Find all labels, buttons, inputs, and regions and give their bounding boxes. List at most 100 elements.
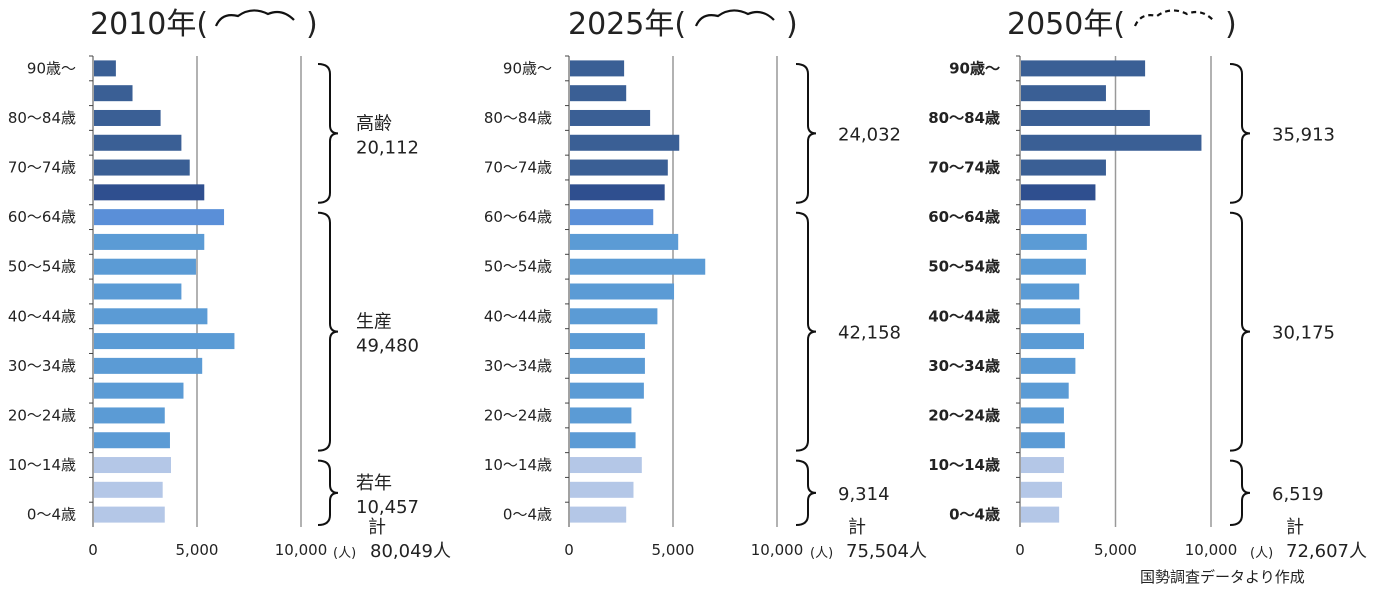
total-label: 計: [368, 517, 386, 538]
group-brace: [1229, 63, 1251, 204]
bar-0: [1021, 60, 1146, 77]
unit-label: (人): [810, 546, 833, 561]
x-tick-label: 0: [88, 541, 98, 559]
bar-8: [94, 258, 196, 275]
y-tick-label: 30～34歳: [8, 357, 76, 375]
y-tick-label: 20～24歳: [8, 406, 76, 424]
bar-8: [1021, 258, 1086, 275]
bar-6: [94, 209, 225, 226]
chart-title-close: ): [1225, 7, 1237, 42]
bar-15: [570, 432, 636, 449]
chart-title-close: ): [306, 7, 318, 42]
y-tick-label: 80～84歳: [484, 109, 552, 127]
y-tick-label: 20～24歳: [928, 406, 1000, 424]
y-tick-label: 80～84歳: [928, 109, 1000, 127]
group-name: 高齢: [356, 113, 392, 134]
bar-1: [1021, 85, 1106, 102]
bar-1: [94, 85, 133, 102]
group-brace: [795, 63, 817, 204]
bar-18: [94, 506, 165, 523]
bar-10: [570, 308, 658, 325]
bar-5: [570, 184, 665, 201]
bar-0: [94, 60, 116, 77]
group-name: 若年: [356, 473, 392, 494]
total-value: 80,049人: [370, 541, 451, 562]
group-brace: [795, 459, 817, 526]
bar-9: [94, 283, 182, 300]
bar-2: [94, 109, 161, 126]
chart-panel-1: 2025年() 0 5,000 10,000 90歳～ 80～84歳 70～74歳 60～64…: [484, 7, 927, 562]
y-tick-label: 40～44歳: [8, 307, 76, 325]
bar-11: [570, 333, 645, 350]
bar-7: [94, 233, 205, 250]
x-tick-label: 0: [1015, 541, 1025, 559]
y-tick-label: 30～34歳: [928, 357, 1000, 375]
bar-4: [94, 159, 190, 176]
y-tick-label: 10～14歳: [8, 456, 76, 474]
bar-12: [570, 357, 645, 374]
cloud-icon: [1133, 9, 1214, 27]
total-label: 計: [848, 517, 866, 538]
x-tick-label: 10,000: [1185, 541, 1238, 559]
group-value: 42,158: [838, 323, 901, 344]
cloud-icon: [214, 9, 295, 27]
bar-4: [570, 159, 668, 176]
y-tick-label: 90歳～: [949, 59, 1000, 77]
group-name: 生産: [356, 312, 392, 333]
bar-15: [94, 432, 170, 449]
bar-13: [94, 382, 184, 399]
y-tick-label: 90歳～: [27, 59, 76, 77]
bar-17: [94, 481, 163, 498]
bar-6: [570, 209, 654, 226]
bar-1: [570, 85, 627, 102]
y-tick-label: 10～14歳: [484, 456, 552, 474]
total-label: 計: [1286, 517, 1304, 538]
bar-11: [1021, 333, 1084, 350]
bar-3: [570, 134, 680, 151]
bar-13: [1021, 382, 1069, 399]
bar-14: [94, 407, 165, 424]
bar-10: [1021, 308, 1081, 325]
bar-17: [570, 481, 634, 498]
group-brace: [1229, 211, 1251, 452]
unit-label: (人): [1250, 546, 1273, 561]
bar-2: [1021, 109, 1150, 126]
source-note: 国勢調査データより作成: [1140, 568, 1305, 586]
bar-18: [570, 506, 627, 523]
y-tick-label: 60～64歳: [484, 208, 552, 226]
y-tick-label: 0～4歳: [503, 506, 552, 524]
chart-title-year: 2010年(: [90, 7, 208, 42]
x-tick-label: 0: [564, 541, 574, 559]
group-value: 20,112: [356, 137, 419, 158]
bar-12: [1021, 357, 1076, 374]
chart-panel-0: 2010年() 0 5,000 10,000 90歳～ 80～84歳 70～74歳 60～64…: [8, 7, 451, 562]
bar-14: [1021, 407, 1064, 424]
bar-3: [1021, 134, 1202, 151]
bar-6: [1021, 209, 1086, 226]
group-value: 10,457: [356, 497, 419, 518]
group-value: 35,913: [1272, 124, 1335, 145]
group-brace: [317, 459, 339, 526]
bar-2: [570, 109, 651, 126]
bar-18: [1021, 506, 1060, 523]
group-value: 24,032: [838, 124, 901, 145]
bar-8: [570, 258, 706, 275]
group-brace: [1229, 459, 1251, 526]
bar-3: [94, 134, 182, 151]
y-tick-label: 70～74歳: [484, 159, 552, 177]
y-tick-label: 40～44歳: [928, 307, 1000, 325]
chart-title-year: 2050年(: [1007, 7, 1125, 42]
y-tick-label: 40～44歳: [484, 307, 552, 325]
chart-title-close: ): [786, 7, 798, 42]
bar-15: [1021, 432, 1065, 449]
y-tick-label: 10～14歳: [928, 456, 1000, 474]
bar-5: [94, 184, 205, 201]
x-tick-label: 5,000: [176, 541, 219, 559]
bar-10: [94, 308, 208, 325]
bar-16: [570, 457, 642, 474]
y-tick-label: 30～34歳: [484, 357, 552, 375]
bar-16: [94, 457, 171, 474]
bar-17: [1021, 481, 1063, 498]
group-value: 30,175: [1272, 323, 1335, 344]
y-tick-label: 80～84歳: [8, 109, 76, 127]
